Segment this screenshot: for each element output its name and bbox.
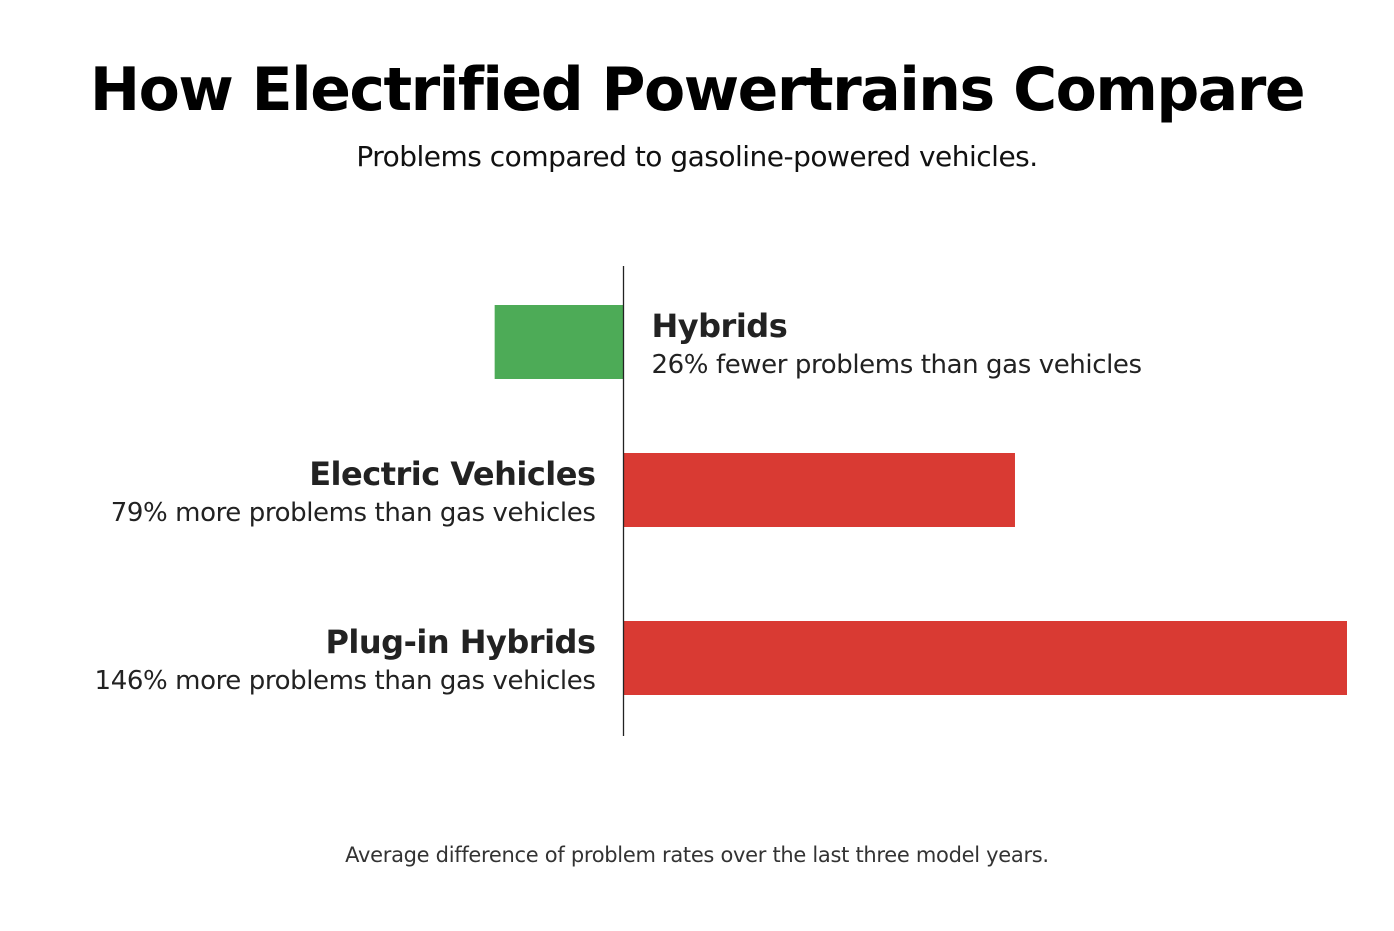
category-label: Electric Vehicles (309, 455, 595, 493)
bar-hybrids (494, 305, 624, 379)
data-label: 146% more problems than gas vehicles (95, 666, 596, 696)
bar-plug-in-hybrids (623, 621, 1347, 695)
bar-electric-vehicles (623, 453, 1015, 527)
category-label: Plug-in Hybrids (325, 623, 595, 661)
chart-title: How Electrified Powertrains Compare (89, 55, 1306, 125)
data-label: 79% more problems than gas vehicles (111, 498, 596, 528)
chart-footnote: Average difference of problem rates over… (345, 843, 1049, 867)
data-label: 26% fewer problems than gas vehicles (652, 350, 1142, 380)
category-label: Hybrids (652, 307, 788, 345)
chart-subtitle: Problems compared to gasoline-powered ve… (356, 140, 1038, 173)
